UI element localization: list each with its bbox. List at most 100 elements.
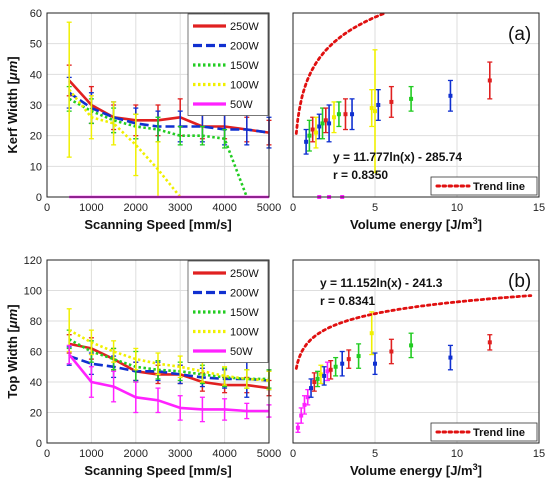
plot-frame [46,12,270,198]
data-point [448,93,453,98]
equation-text: y = 11.777ln(x) - 285.74 [333,150,462,164]
chart-a-left: 0 1000 2000 3000 4000 5000 0 10 20 30 40 50 60 250W 20… [5,8,281,232]
y-tick-label: 20 [30,408,42,420]
data-point [346,357,351,362]
x-tick-label: 0 [44,448,50,460]
y-tick-label: 120 [24,255,42,267]
legend-label: 150W [230,60,259,72]
plot-frame [292,12,540,198]
data-point [317,124,322,129]
legend-label: 100W [230,80,259,92]
data-point [487,340,492,345]
legend-label: 250W [230,268,259,280]
legend-label: Trend line [473,427,525,439]
legend-label: 50W [230,99,253,111]
x-axis-label: Volume energy [J/m3] [350,462,482,478]
plot-frame [46,259,270,444]
data-point [325,369,330,374]
data-point [487,78,492,83]
x-tick-label: 5000 [257,202,281,214]
data-point [299,413,304,418]
chart-b-left: 0 1000 2000 3000 4000 5000 0 20 40 60 80 100 120 250W… [5,255,281,478]
legend-label: 250W [230,21,259,33]
series-line-250W [68,79,270,134]
data-point [309,386,314,391]
x-tick-label: 0 [290,202,296,214]
data-point [307,133,312,138]
y-tick-label: 30 [30,100,42,112]
x-tick-label: 1000 [79,202,103,214]
data-point [336,112,341,117]
data-point [409,343,414,348]
x-tick-label: 3000 [168,448,192,460]
x-tick-label: 15 [533,202,545,214]
data-point [376,103,381,107]
data-point [312,380,317,384]
y-tick-label: 100 [24,286,42,298]
y-tick-label: 40 [30,377,42,389]
data-point [333,364,338,369]
data-point [305,395,310,400]
data-point [323,118,328,123]
data-point [320,121,325,126]
data-point [318,372,323,377]
x-axis-label: Scanning Speed [mm/s] [84,217,231,232]
legend: 250W 200W 150W 100W 50W [187,260,269,363]
series-line-250W [68,342,270,390]
y-tick-label: 10 [30,161,42,173]
series-line-150W [68,338,269,381]
data-point [313,130,318,135]
x-tick-label: 0 [44,202,50,214]
y-tick-label: 0 [36,438,42,450]
y-tick-label: 40 [30,69,42,81]
series-line-100W [68,328,270,382]
y-tick-label: 60 [30,347,42,359]
data-point [327,121,332,126]
y-axis-label: Kerf Width [μm] [5,56,20,153]
data-point [369,106,374,111]
series-line-200W [68,354,270,382]
legend-box [187,260,269,363]
x-axis-label: Volume energy [J/m3] [350,216,482,232]
legend-label: 200W [230,288,259,300]
data-point [448,355,453,360]
data-point [295,425,300,430]
data-point [332,115,336,120]
y-tick-label: 20 [30,131,42,143]
equation-text: y = 11.152ln(x) - 241.3 [320,276,443,290]
data-point [304,139,309,144]
series-line-200W [68,91,270,134]
y-axis-label: Top Width [μm] [5,304,20,398]
x-tick-label: 10 [451,202,463,214]
data-point [389,349,394,354]
x-axis-label: Scanning Speed [mm/s] [84,463,231,478]
x-tick-label: 15 [533,448,545,460]
legend-label: 100W [230,327,259,339]
trend-line [294,11,386,135]
r-value-text: r = 0.8341 [320,294,375,308]
legend: Trend line [430,422,538,442]
legend-box [430,176,538,196]
data-point [340,361,345,366]
data-point [389,99,394,104]
x-tick-label: 10 [451,448,463,460]
series-line-50W [68,353,269,413]
x-tick-label: 2000 [124,448,148,460]
trend-line [294,294,533,370]
plot-frame [292,259,540,444]
legend-box [187,13,269,116]
x-tick-label: 0 [290,448,296,460]
legend: 250W 200W 150W 100W 50W [187,13,269,116]
data-point [315,376,320,381]
y-tick-label: 50 [30,39,42,51]
panel-label: (b) [508,271,531,292]
data-point [322,373,327,378]
legend-box [430,422,538,442]
data-point [373,361,377,366]
chart-a-right: 0 5 10 15 y = 11.777ln(x) - 285.74 r = 0.8350… [290,11,545,232]
data-point [356,354,361,359]
legend-label: 50W [230,346,253,358]
data-point [328,367,333,372]
data-point [310,127,315,132]
